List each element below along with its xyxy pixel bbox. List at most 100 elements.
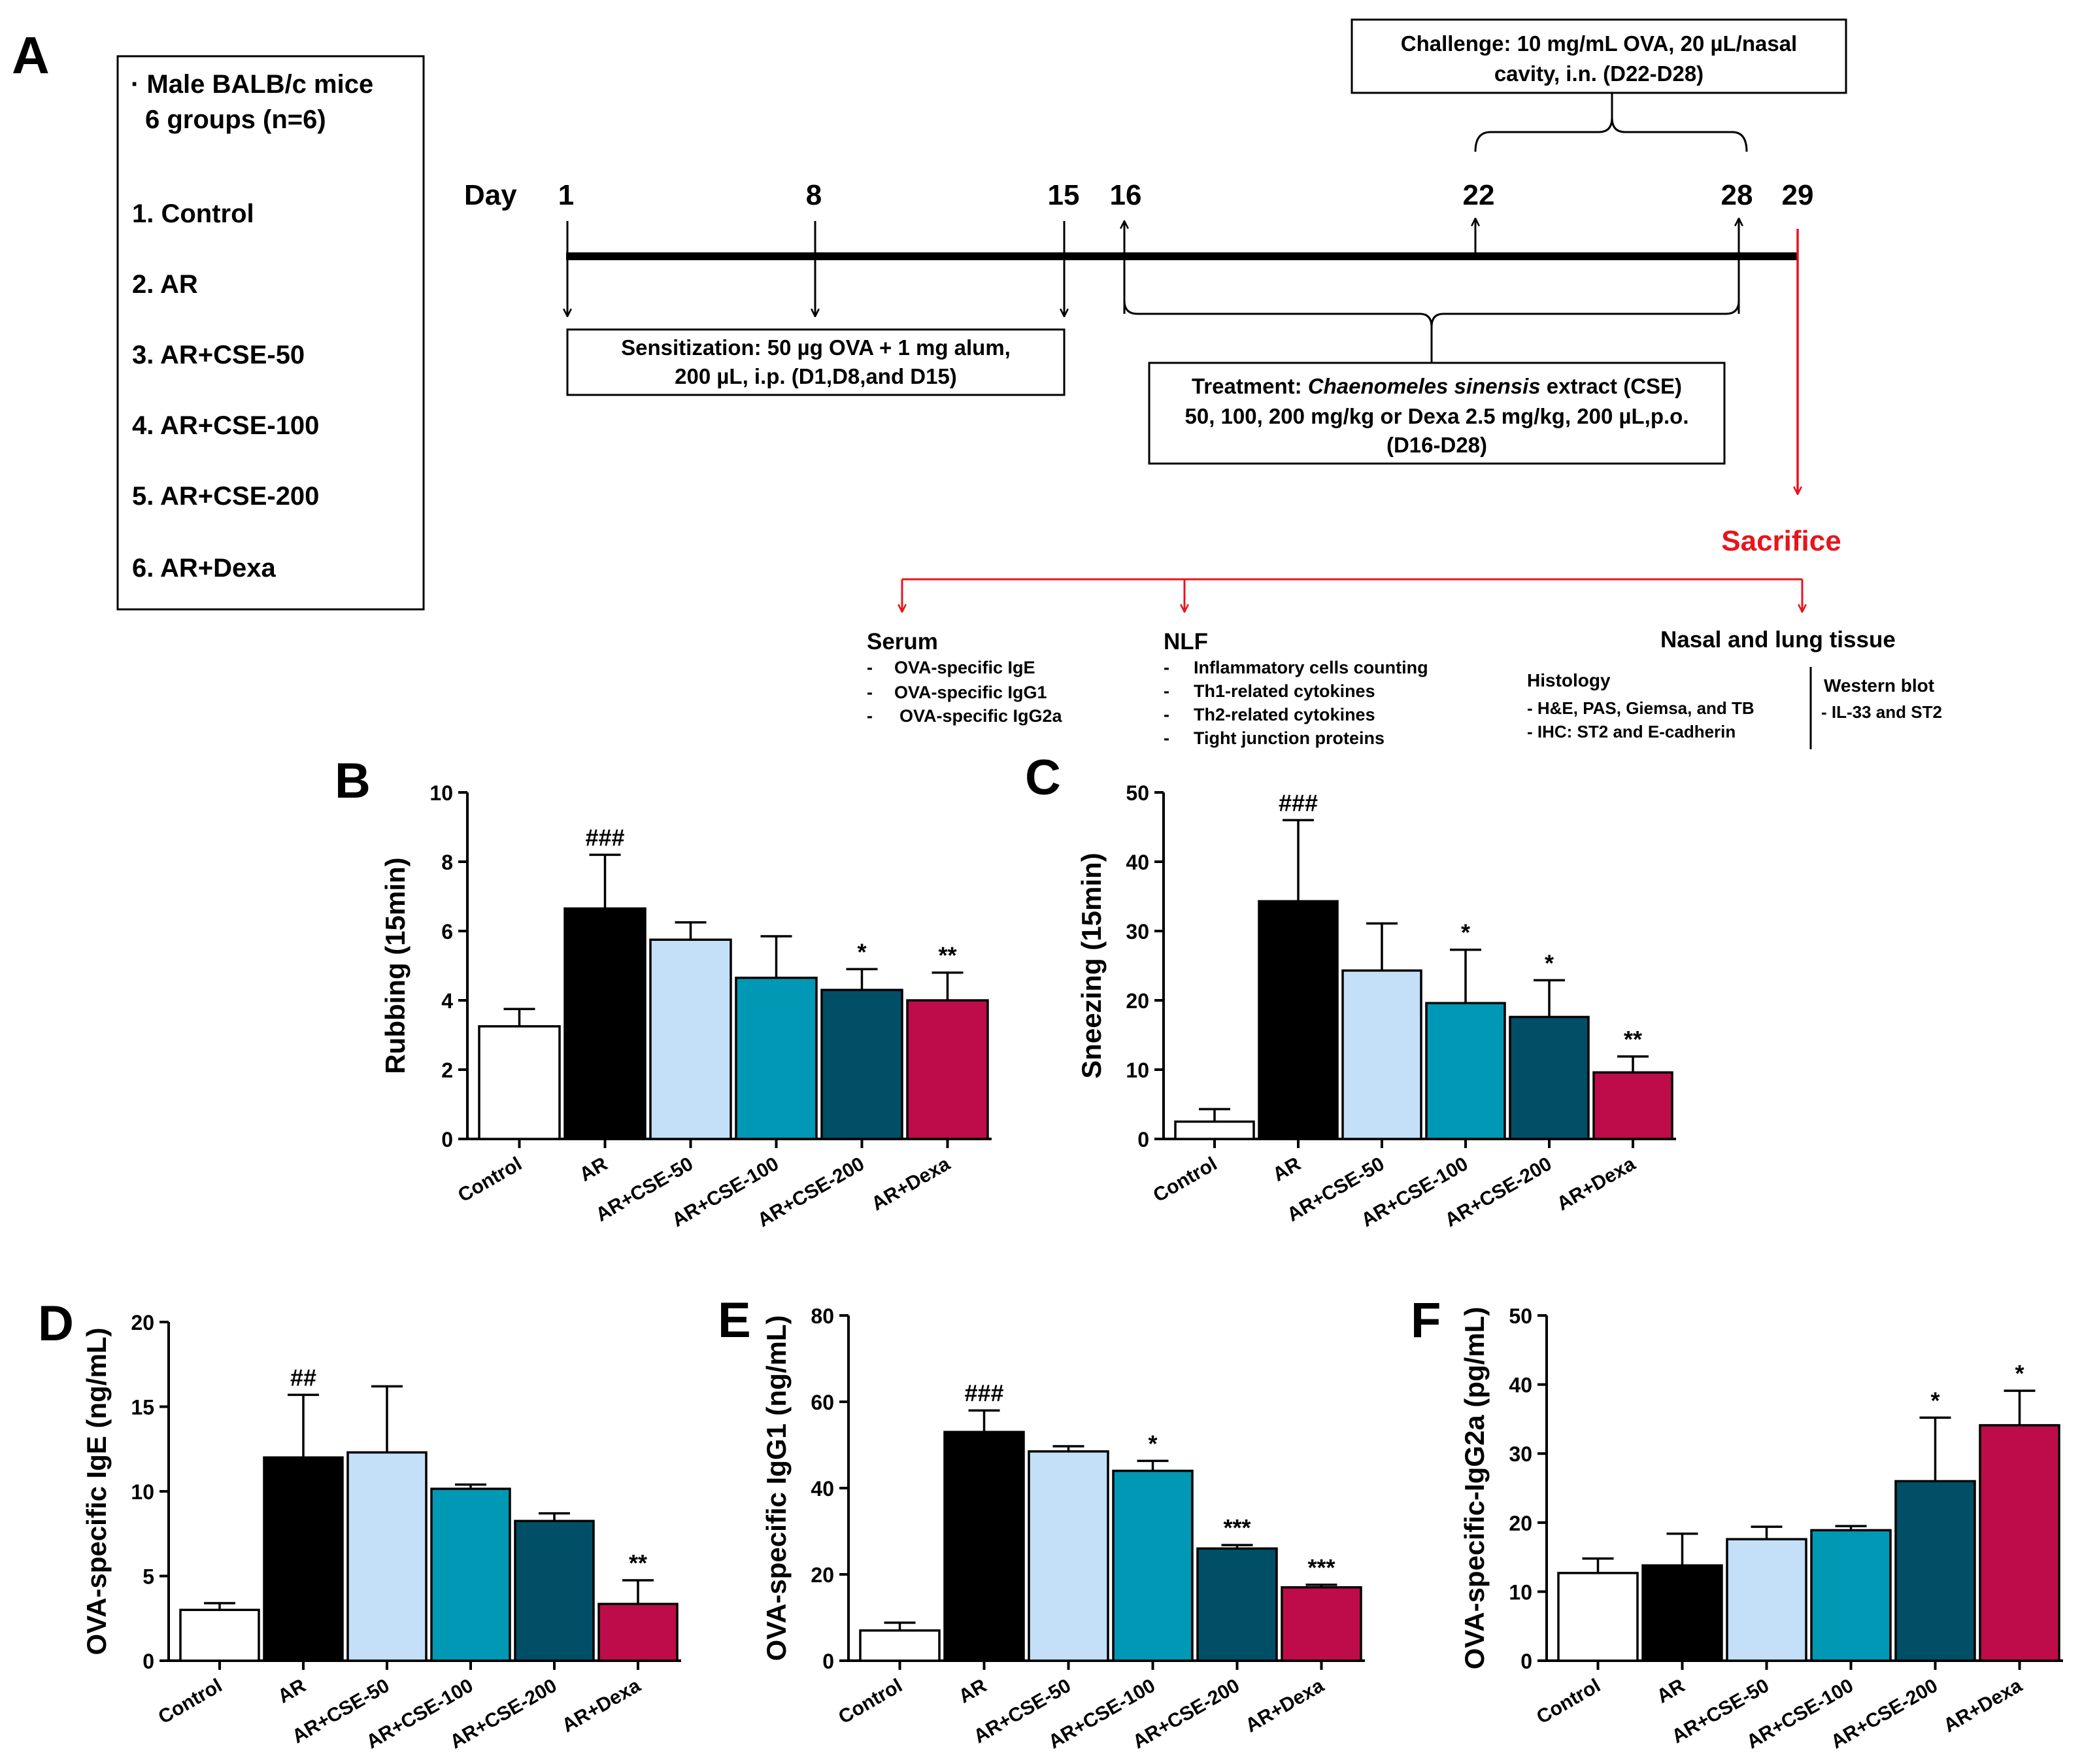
day-15: 15 — [1048, 179, 1080, 211]
significance-label: * — [1930, 1387, 1939, 1414]
bar — [514, 1519, 595, 1662]
bar — [943, 1431, 1025, 1662]
histology-item: - IHC: ST2 and E-cadherin — [1527, 722, 1736, 741]
treatment-text-line1: Treatment: Chaenomeles sinensis extract … — [1192, 374, 1682, 398]
bar — [1258, 900, 1339, 1140]
day-29: 29 — [1782, 179, 1814, 211]
timeline: Day 1 8 15 16 22 28 29 Challenge: 10 mg/… — [464, 18, 1847, 612]
day-16: 16 — [1110, 179, 1142, 211]
sensitization-text-line2: 200 µL, i.p. (D1,D8,and D15) — [675, 364, 957, 388]
day-28: 28 — [1721, 179, 1753, 211]
y-axis-label: OVA-specific IgE (ng/mL) — [81, 1328, 112, 1655]
bar — [1112, 1469, 1194, 1662]
treatment-text-line2: 50, 100, 200 mg/kg or Dexa 2.5 mg/kg, 20… — [1184, 404, 1688, 428]
tissue-title: Nasal and lung tissue — [1660, 627, 1896, 653]
treatment-text-line3: (D16-D28) — [1386, 433, 1487, 457]
sensitization-box — [566, 328, 1066, 396]
y-tick-label: 10 — [429, 781, 453, 805]
significance-label: ** — [938, 942, 956, 969]
treatment-box — [1148, 362, 1726, 465]
western-item: - IL-33 and ST2 — [1821, 702, 1942, 722]
category-label: AR — [955, 1674, 990, 1707]
panel-label-c: C — [1025, 750, 1061, 806]
y-tick-label: 40 — [1509, 1374, 1532, 1397]
bar — [1894, 1480, 1976, 1662]
panel-label-a: A — [12, 26, 50, 84]
category-label: AR+Dexa — [1940, 1674, 2026, 1737]
chart-e: 0 20 40 60 80 OVA-specific IgG1 (ng/mL) Contro… — [761, 1304, 1365, 1753]
category-label: AR — [576, 1153, 611, 1185]
y-tick-label: 40 — [811, 1477, 834, 1501]
day-1: 1 — [558, 179, 574, 211]
y-tick-label: 0 — [1137, 1128, 1149, 1151]
panel-label-b: B — [335, 753, 371, 809]
y-tick-label: 80 — [811, 1304, 834, 1328]
y-tick-label: 0 — [822, 1650, 834, 1673]
western-title: Western blot — [1824, 675, 1934, 696]
chart-f: 0 10 20 30 40 50 OVA-specific-IgG2a (pg/mL) Con… — [1459, 1304, 2063, 1753]
bar — [1641, 1564, 1723, 1662]
groups-title-line2: 6 groups (n=6) — [145, 105, 326, 134]
category-label: Control — [155, 1674, 226, 1728]
y-tick-label: 15 — [131, 1396, 154, 1419]
y-tick-label: 20 — [1509, 1512, 1532, 1535]
bar — [179, 1608, 260, 1662]
significance-label: ** — [629, 1550, 647, 1576]
y-tick-label: 20 — [1126, 989, 1149, 1013]
serum-item: - OVA-specific IgG2a — [867, 706, 1063, 726]
significance-label: * — [2015, 1360, 2024, 1387]
significance-label: ** — [1624, 1026, 1642, 1053]
y-tick-label: 10 — [1126, 1059, 1149, 1082]
bar — [263, 1456, 344, 1662]
significance-label: *** — [1307, 1554, 1335, 1581]
significance-label: ### — [964, 1380, 1003, 1406]
bar — [1425, 1002, 1506, 1140]
significance-label: * — [857, 938, 866, 965]
category-label: Control — [1533, 1674, 1604, 1728]
panel-label-d: D — [38, 1296, 74, 1351]
group-item: 1. Control — [132, 199, 254, 228]
challenge-bracket — [1474, 117, 1748, 152]
y-tick-label: 8 — [441, 851, 453, 874]
category-label: Control — [1150, 1153, 1221, 1206]
bar — [859, 1629, 941, 1662]
groups-title-line1: · Male BALB/c mice — [131, 70, 373, 99]
bar — [1174, 1120, 1255, 1140]
category-label: AR — [274, 1674, 309, 1707]
bar — [1979, 1424, 2060, 1662]
bar — [1028, 1450, 1109, 1662]
groups-box: · Male BALB/c mice 6 groups (n=6) 1. Con… — [116, 55, 425, 611]
serum-item: - OVA-specific IgG1 — [867, 683, 1047, 702]
histology-item: - H&E, PAS, Giemsa, and TB — [1527, 698, 1755, 718]
day-22: 22 — [1463, 179, 1495, 211]
bar — [1196, 1547, 1278, 1662]
bar — [1557, 1572, 1639, 1662]
bar — [1341, 969, 1422, 1140]
histology-title: Histology — [1527, 670, 1611, 690]
y-tick-label: 40 — [1126, 851, 1149, 874]
bar — [1509, 1015, 1590, 1140]
bar — [597, 1603, 679, 1662]
bar — [649, 938, 732, 1140]
bar — [1726, 1538, 1807, 1662]
bar — [430, 1487, 511, 1662]
treatment-bracket — [1123, 300, 1740, 328]
nlf-item: - Th1-related cytokines — [1164, 681, 1375, 701]
group-item: 4. AR+CSE-100 — [132, 411, 319, 440]
significance-label: * — [1461, 919, 1470, 946]
y-tick-label: 20 — [131, 1311, 154, 1334]
panel-label-f: F — [1411, 1293, 1441, 1348]
y-tick-label: 4 — [441, 989, 453, 1013]
challenge-text-line1: Challenge: 10 mg/mL OVA, 20 µL/nasal — [1401, 31, 1797, 56]
panel-label-e: E — [718, 1293, 751, 1348]
serum-item: - OVA-specific IgE — [867, 658, 1035, 677]
category-label: AR — [1269, 1153, 1304, 1185]
y-tick-label: 30 — [1509, 1442, 1532, 1466]
significance-label: *** — [1223, 1514, 1251, 1541]
y-tick-label: 20 — [811, 1563, 834, 1587]
nlf-item: - Tight junction proteins — [1164, 728, 1385, 748]
y-tick-label: 60 — [811, 1391, 834, 1414]
